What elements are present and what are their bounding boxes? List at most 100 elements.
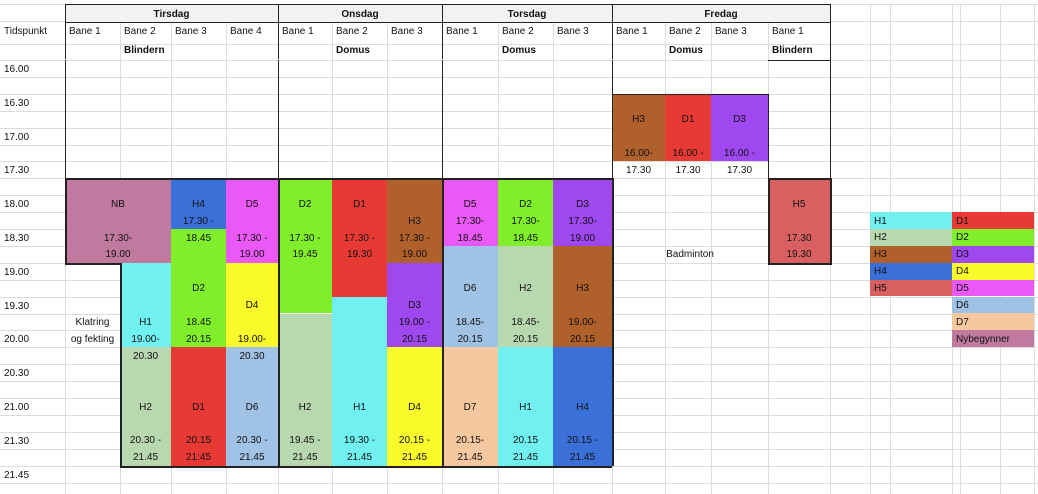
- schedule-label: D1: [192, 401, 205, 413]
- venue-label: Domus: [502, 45, 536, 56]
- schedule-label: H5: [792, 198, 806, 210]
- schedule-label: 21.45: [239, 452, 265, 464]
- schedule-block-D1[interactable]: [665, 93, 711, 162]
- schedule-label: 20.15: [569, 333, 596, 345]
- schedule-block-H4[interactable]: [171, 178, 226, 229]
- grid-row-line: [0, 44, 1038, 45]
- schedule-block-D2[interactable]: [278, 178, 332, 314]
- legend-label: D4: [956, 266, 969, 278]
- day-header-band: [65, 4, 830, 23]
- schedule-label: H2: [519, 283, 532, 295]
- schedule-label: 20.30: [239, 350, 265, 362]
- schedule-label: 18.45: [185, 232, 212, 244]
- schedule-block-D3[interactable]: [387, 262, 442, 348]
- fredag-frame: [830, 178, 832, 263]
- grid-row-line: [0, 127, 1038, 129]
- legend-swatch-H5: [870, 279, 952, 297]
- venue-label: Domus: [669, 45, 703, 56]
- schedule-block-H2[interactable]: [120, 347, 171, 466]
- schedule-label: 17.30-: [103, 232, 133, 244]
- schedule-block-D6[interactable]: [442, 245, 498, 348]
- schedule-block-D1[interactable]: [171, 347, 226, 466]
- grid-row-line: [0, 76, 1038, 78]
- schedule-block-H3[interactable]: [387, 178, 442, 263]
- schedule-label: 17.30: [675, 164, 701, 176]
- schedule-label: Klatring: [75, 317, 110, 328]
- day-header: Fredag: [704, 9, 738, 20]
- schedule-frame: [612, 178, 614, 466]
- schedule-block-D3[interactable]: [553, 178, 612, 246]
- schedule-label: 21:45: [185, 452, 212, 464]
- venue-label: Blindern: [124, 45, 165, 56]
- schedule-frame: [612, 93, 768, 95]
- schedule-block-H1[interactable]: [498, 347, 553, 466]
- legend-swatch-H4: [870, 262, 952, 280]
- schedule-block-H3[interactable]: [612, 93, 665, 162]
- schedule-block-D5[interactable]: [442, 178, 498, 246]
- schedule-block-D4[interactable]: [387, 347, 442, 466]
- time-column-header: Tidspunkt: [4, 26, 47, 37]
- schedule-block-D1[interactable]: [332, 178, 387, 297]
- court-header: Bane 3: [557, 26, 589, 37]
- schedule-label: 20.30 -: [236, 435, 268, 447]
- schedule-frame: [612, 93, 613, 179]
- schedule-label: 20.15 -: [566, 435, 599, 447]
- fredag-frame: [768, 178, 770, 263]
- schedule-block-H4[interactable]: [553, 347, 612, 466]
- venue-label: Blindern: [772, 45, 813, 56]
- schedule-block-D5[interactable]: [226, 178, 278, 263]
- schedule-label: D4: [408, 401, 421, 413]
- schedule-block-H2[interactable]: [278, 313, 332, 466]
- schedule-label: D1: [353, 198, 366, 210]
- court-header: Bane 2: [336, 26, 368, 37]
- legend-label: D3: [956, 249, 969, 261]
- schedule-label: 21.45: [569, 452, 596, 464]
- schedule-label: Badminton: [666, 249, 714, 261]
- schedule-frame: [768, 93, 769, 179]
- legend-label: D2: [956, 232, 969, 244]
- schedule-label: 18.45: [512, 232, 539, 244]
- schedule-frame: [120, 465, 612, 468]
- schedule-block-D6[interactable]: [226, 347, 278, 466]
- schedule-label: D3: [408, 300, 421, 312]
- court-header: Bane 1: [616, 26, 648, 37]
- schedule-label: H4: [576, 401, 589, 413]
- legend-label: H2: [874, 232, 887, 244]
- time-label: 20.30: [4, 368, 30, 380]
- schedule-label: 21.45: [132, 452, 159, 464]
- schedule-block-H1[interactable]: [332, 296, 387, 466]
- schedule-block-NB[interactable]: [65, 178, 171, 263]
- time-label: 16.30: [4, 97, 30, 109]
- schedule-frame: [278, 178, 280, 466]
- schedule-block-D4[interactable]: [226, 262, 278, 348]
- schedule-block-H1[interactable]: [120, 262, 171, 348]
- venue-label: Domus: [336, 45, 370, 56]
- schedule-label: D3: [576, 198, 589, 210]
- schedule-block-H2[interactable]: [498, 245, 553, 348]
- schedule-block-D2[interactable]: [498, 178, 553, 246]
- legend-label: H1: [874, 215, 887, 227]
- day-divider: [65, 60, 66, 179]
- legend-label: H5: [874, 283, 887, 295]
- schedule-block-H5[interactable]: [768, 178, 830, 263]
- schedule-label: 20.15: [457, 333, 483, 345]
- schedule-label: 16.00-: [624, 148, 653, 159]
- schedule-block-H3[interactable]: [553, 245, 612, 348]
- schedule-block-D3[interactable]: [711, 93, 768, 162]
- fredag-frame: [768, 262, 832, 265]
- schedule-label: 17.30 -: [236, 232, 268, 244]
- schedule-block-D7[interactable]: [442, 347, 498, 466]
- day-divider: [442, 4, 443, 59]
- schedule-label: 17.30-: [455, 215, 485, 227]
- schedule-block-D2[interactable]: [171, 229, 226, 348]
- schedule-label: D1: [681, 114, 695, 126]
- schedule-label: 20.15-: [455, 435, 485, 447]
- schedule-frame: [65, 178, 612, 181]
- schedule-label: 21.45: [512, 452, 539, 464]
- legend-swatch-D4: [952, 262, 1034, 280]
- schedule-label: 19.00-: [568, 317, 597, 328]
- time-label: 17.30: [4, 165, 30, 177]
- schedule-label: 19.00: [401, 249, 428, 261]
- time-label: 19.00: [4, 266, 30, 278]
